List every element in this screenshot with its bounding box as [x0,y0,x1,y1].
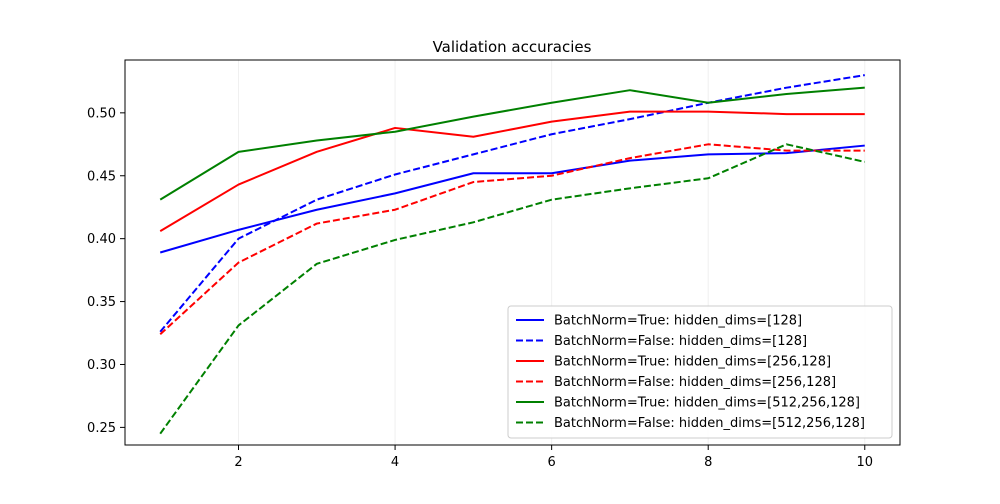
x-tick-label: 10 [856,455,873,470]
y-tick-label: 0.35 [87,295,116,310]
y-tick-label: 0.45 [87,169,116,184]
y-tick-label: 0.25 [87,421,116,436]
series-line-5 [159,143,865,435]
x-tick-label: 4 [391,455,399,470]
series-line-1 [159,74,865,333]
y-tick-label: 0.50 [87,106,116,121]
y-tick-label: 0.30 [87,358,116,373]
legend-label-5: BatchNorm=False: hidden_dims=[512,256,12… [554,416,865,431]
legend-label-2: BatchNorm=True: hidden_dims=[256,128] [554,355,831,370]
series-line-4 [159,86,865,201]
legend-label-0: BatchNorm=True: hidden_dims=[128] [554,314,802,329]
series-line-0 [159,144,865,254]
legend-label-1: BatchNorm=False: hidden_dims=[128] [554,334,807,349]
legend-label-4: BatchNorm=True: hidden_dims=[512,256,128… [554,396,860,411]
legend-label-3: BatchNorm=False: hidden_dims=[256,128] [554,375,836,390]
x-tick-label: 6 [548,455,556,470]
x-tick-label: 8 [704,455,712,470]
chart-title: Validation accuracies [433,38,592,56]
series-line-3 [159,143,865,336]
series-line-2 [159,110,865,232]
plot-frame [124,59,901,446]
legend-box [507,305,893,439]
y-tick-label: 0.40 [87,232,116,247]
x-tick-label: 2 [234,455,242,470]
